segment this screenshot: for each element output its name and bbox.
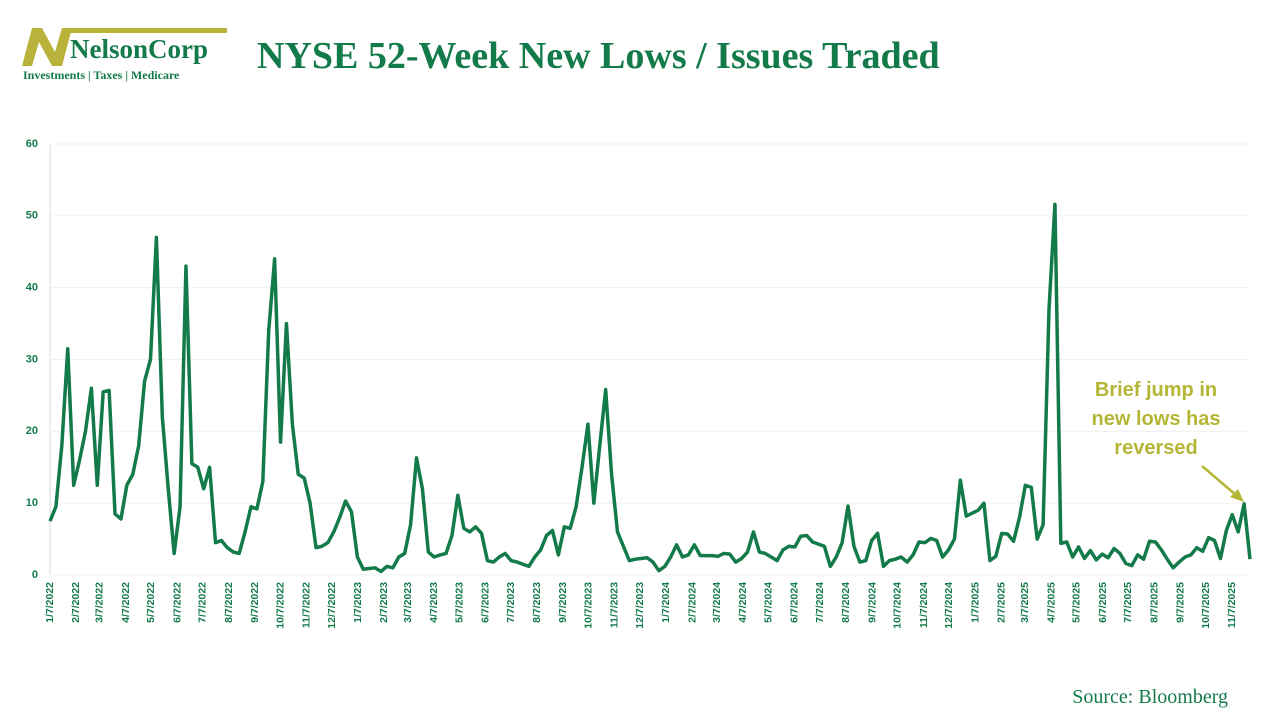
x-tick-label: 1/7/2025 xyxy=(969,582,981,623)
logo-mark xyxy=(22,28,72,66)
x-tick-label: 11/7/2022 xyxy=(301,582,313,628)
annotation-line: reversed xyxy=(1114,437,1197,459)
y-tick-label: 30 xyxy=(26,353,38,365)
y-tick-label: 10 xyxy=(26,497,38,509)
x-tick-label: 3/7/2023 xyxy=(402,582,414,623)
x-tick-label: 5/7/2024 xyxy=(762,582,774,623)
x-tick-label: 7/7/2025 xyxy=(1122,582,1134,623)
logo-bar xyxy=(70,28,227,33)
logo-name: NelsonCorp xyxy=(70,34,208,64)
x-tick-label: 1/7/2024 xyxy=(660,582,672,623)
x-tick-label: 11/7/2024 xyxy=(918,582,930,628)
x-tick-label: 8/7/2023 xyxy=(531,582,543,623)
x-tick-label: 3/7/2024 xyxy=(711,582,723,623)
x-tick-label: 4/7/2022 xyxy=(120,582,132,623)
source-note: Source: Bloomberg xyxy=(1072,686,1228,708)
annotation-line: new lows has xyxy=(1092,408,1221,430)
x-tick-label: 7/7/2024 xyxy=(814,582,826,623)
x-tick-label: 6/7/2023 xyxy=(480,582,492,623)
x-tick-label: 10/7/2025 xyxy=(1200,582,1212,629)
chart-title: NYSE 52-Week New Lows / Issues Traded xyxy=(257,35,940,77)
x-tick-label: 12/7/2022 xyxy=(326,582,338,629)
annotation-arrowhead xyxy=(1230,489,1244,502)
annotation-line: Brief jump in xyxy=(1095,379,1217,401)
x-tick-label: 8/7/2025 xyxy=(1148,582,1160,623)
x-tick-label: 4/7/2023 xyxy=(428,582,440,623)
x-tick-label: 2/7/2025 xyxy=(996,582,1008,623)
x-tick-label: 2/7/2022 xyxy=(70,582,82,623)
x-tick-label: 6/7/2025 xyxy=(1097,582,1109,623)
x-tick-label: 10/7/2022 xyxy=(274,582,286,629)
x-tick-label: 5/7/2023 xyxy=(453,582,465,623)
y-tick-label: 0 xyxy=(32,569,38,581)
y-tick-label: 60 xyxy=(26,138,38,150)
x-tick-label: 11/7/2025 xyxy=(1226,582,1238,628)
x-tick-label: 1/7/2023 xyxy=(352,582,364,623)
y-tick-label: 50 xyxy=(26,210,38,222)
x-tick-label: 10/7/2023 xyxy=(583,582,595,629)
logo: NelsonCorp Investments | Taxes | Medicar… xyxy=(22,28,227,82)
x-tick-label: 9/7/2022 xyxy=(249,582,261,623)
x-tick-label: 5/7/2022 xyxy=(145,582,157,623)
x-tick-label: 7/7/2023 xyxy=(505,582,517,623)
data-line xyxy=(48,202,1252,574)
y-tick-label: 40 xyxy=(26,282,38,294)
x-tick-label: 12/7/2023 xyxy=(634,582,646,629)
x-tick-label: 11/7/2023 xyxy=(609,582,621,628)
annotation-arrow xyxy=(1201,465,1237,496)
x-tick-label: 5/7/2025 xyxy=(1071,582,1083,623)
x-tick-label: 4/7/2025 xyxy=(1045,582,1057,623)
logo-tagline: Investments | Taxes | Medicare xyxy=(23,68,180,82)
x-tick-label: 7/7/2022 xyxy=(197,582,209,623)
x-tick-label: 2/7/2023 xyxy=(378,582,390,623)
x-tick-label: 1/7/2022 xyxy=(44,582,56,623)
y-tick-label: 20 xyxy=(26,425,38,437)
x-tick-label: 9/7/2025 xyxy=(1175,582,1187,623)
x-tick-label: 10/7/2024 xyxy=(892,582,904,629)
x-tick-label: 3/7/2025 xyxy=(1019,582,1031,623)
x-tick-label: 6/7/2024 xyxy=(789,582,801,623)
x-tick-label: 3/7/2022 xyxy=(94,582,106,623)
x-tick-label: 6/7/2022 xyxy=(171,582,183,623)
annotation: Brief jump in new lows has reversed xyxy=(1092,379,1221,459)
x-tick-label: 8/7/2022 xyxy=(223,582,235,623)
x-tick-label: 9/7/2024 xyxy=(866,582,878,623)
x-tick-label: 8/7/2024 xyxy=(840,582,852,623)
x-tick-label: 9/7/2023 xyxy=(557,582,569,623)
x-tick-label: 4/7/2024 xyxy=(737,582,749,623)
x-tick-label: 2/7/2024 xyxy=(686,582,698,623)
x-tick-label: 12/7/2024 xyxy=(943,582,955,629)
